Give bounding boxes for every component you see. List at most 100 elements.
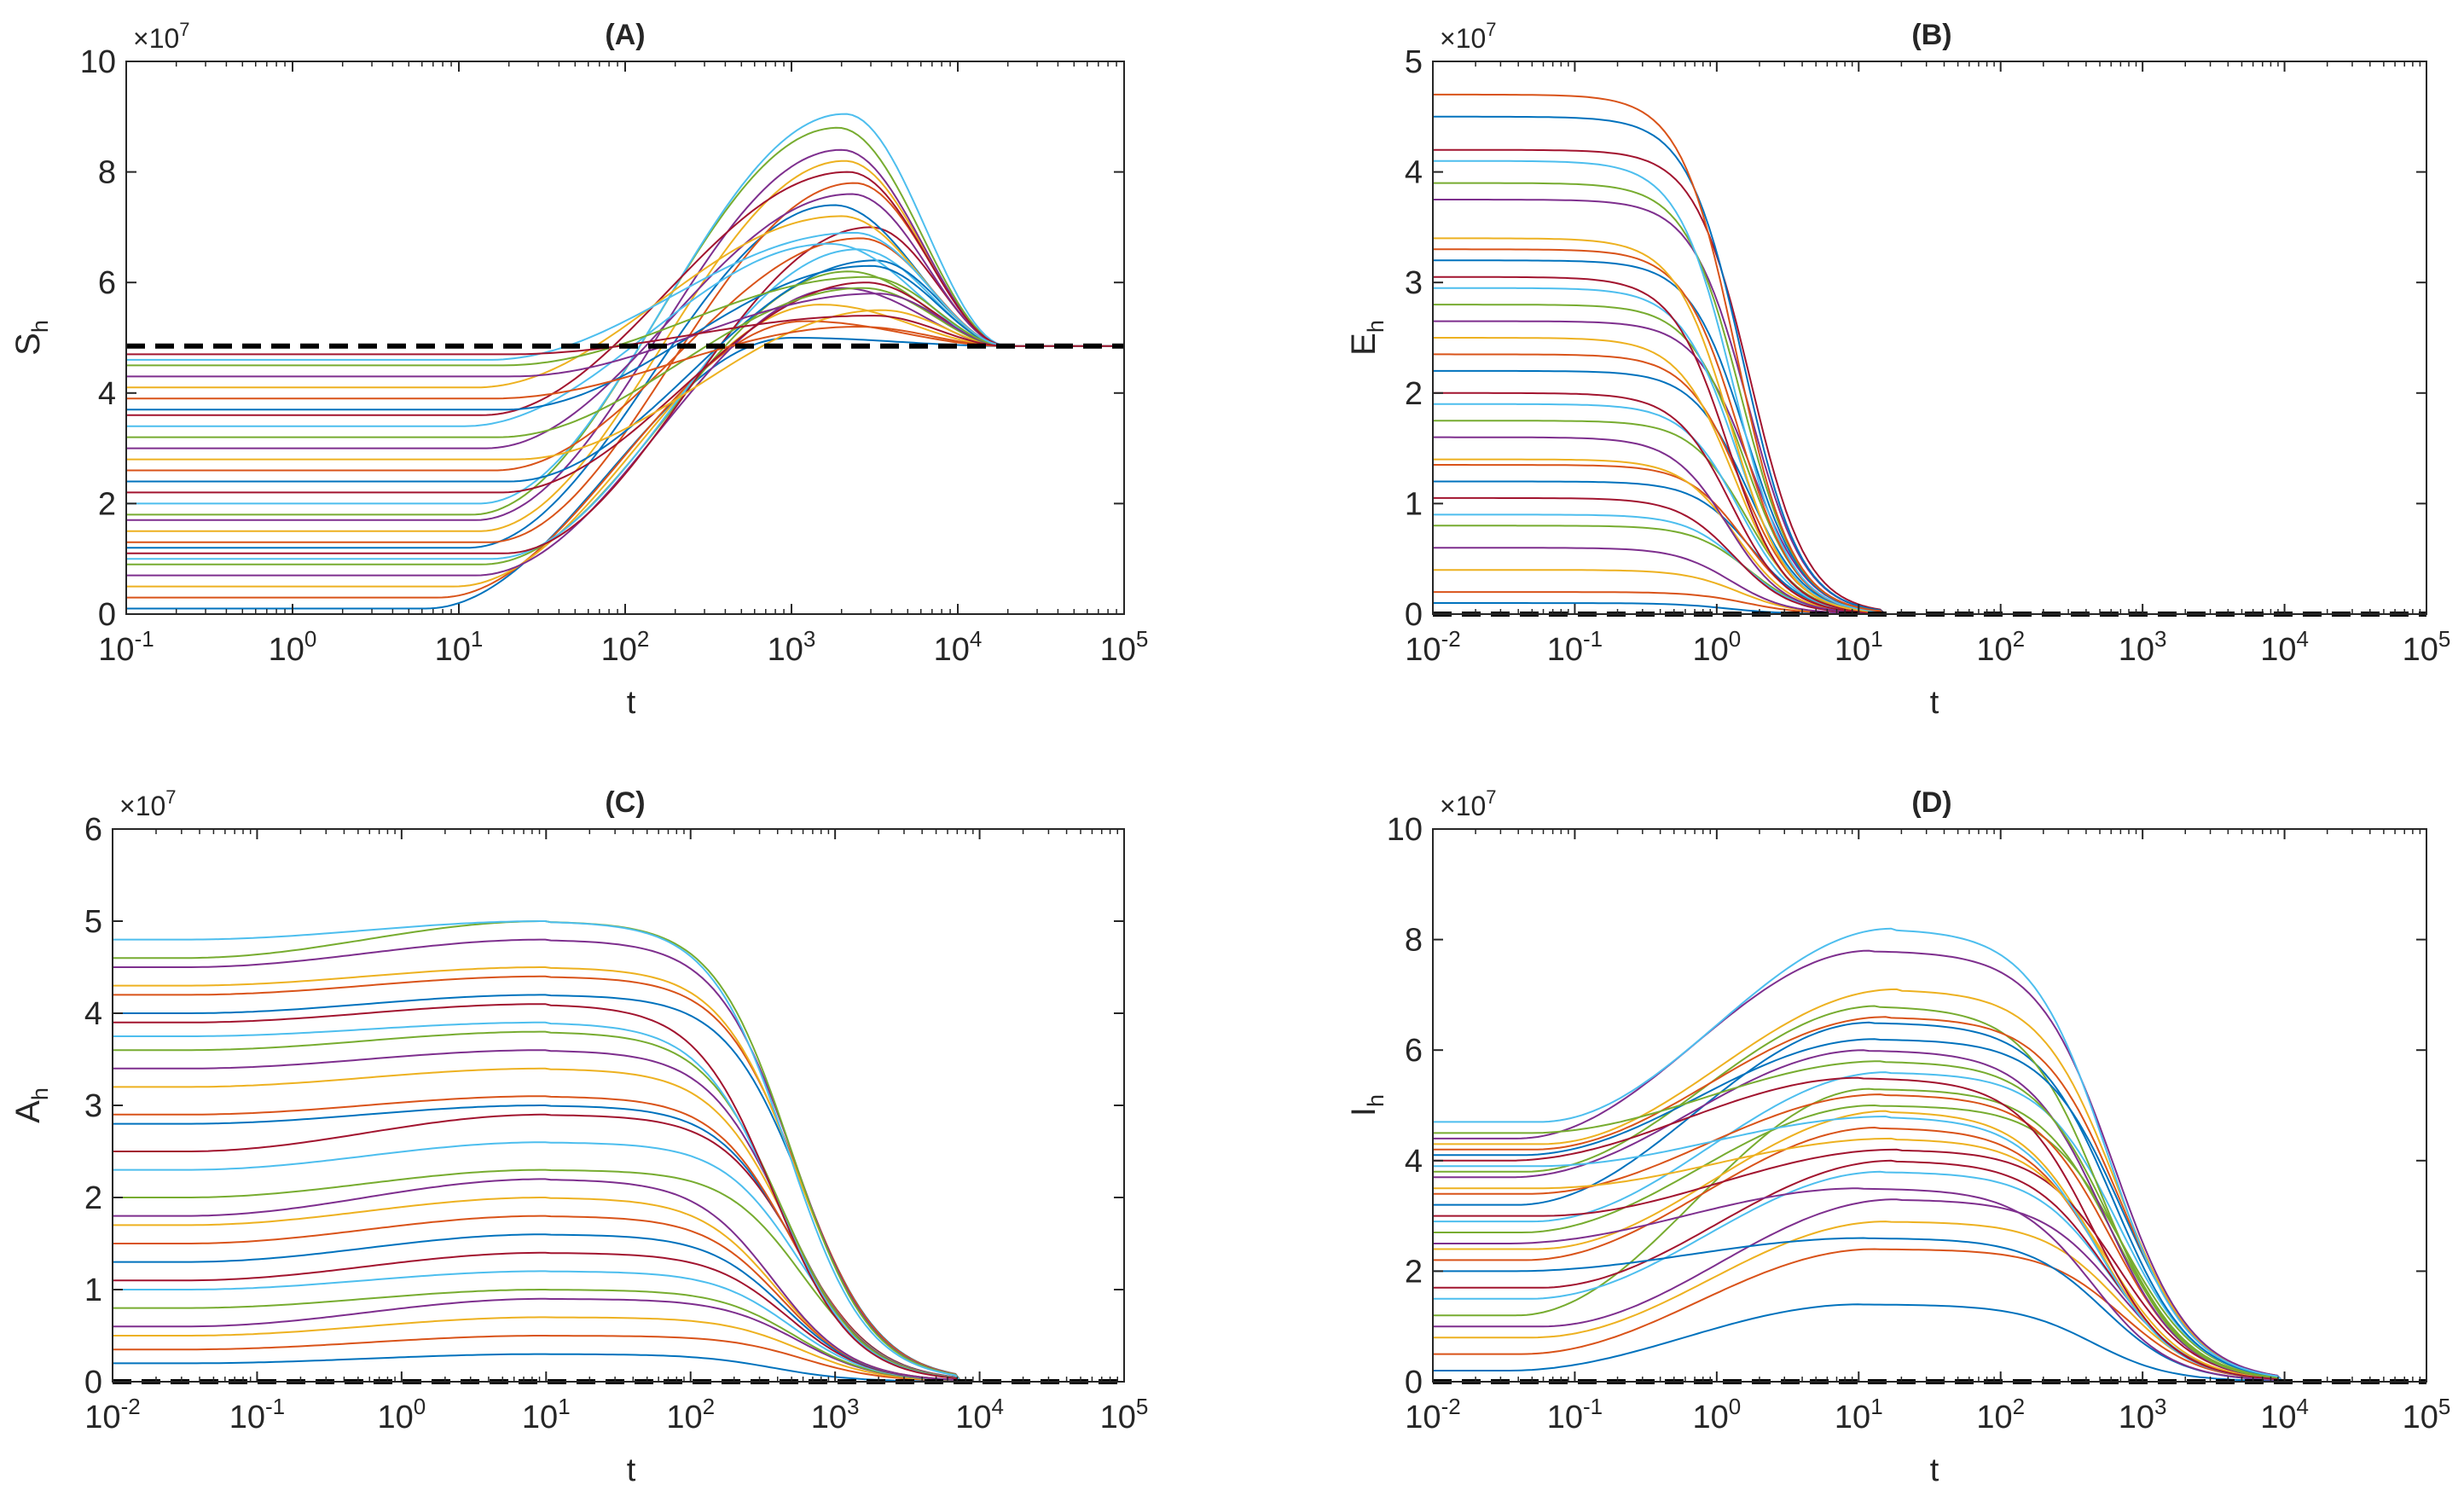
- y-exponent-power: 7: [1486, 19, 1496, 40]
- x-tick-label-exponent: -2: [1441, 1394, 1461, 1419]
- x-tick-label-base: 10: [934, 632, 970, 668]
- y-axis-label-sub: h: [27, 1087, 53, 1100]
- x-tick-label-base: 10: [2260, 1400, 2296, 1435]
- x-tick-label: 10-1: [229, 1394, 285, 1435]
- y-exponent-base: ×10: [133, 23, 179, 54]
- y-ticks: 0 2 4 6 8 10: [1387, 812, 2426, 1400]
- x-tick-label: 104: [934, 626, 983, 668]
- x-tick-label: 105: [1100, 1394, 1149, 1435]
- series-line: [126, 113, 1124, 505]
- y-exponent-base: ×10: [119, 791, 165, 821]
- series-line: [126, 287, 1124, 438]
- y-exponent-base: ×10: [1440, 791, 1486, 821]
- y-tick-label: 2: [98, 486, 116, 522]
- x-tick-label-exponent: 3: [803, 626, 815, 652]
- x-tick-label-base: 10: [1100, 1400, 1136, 1435]
- series-line: [1433, 927, 2426, 1383]
- x-tick-label-base: 10: [377, 1400, 413, 1435]
- x-tick-label-exponent: 3: [847, 1394, 859, 1419]
- x-tick-label-exponent: 2: [703, 1394, 715, 1419]
- x-tick-label-exponent: 0: [1729, 626, 1741, 652]
- x-tick-label-base: 10: [955, 1400, 991, 1435]
- series-line: [126, 325, 1124, 400]
- x-tick-label: 105: [2403, 1394, 2451, 1435]
- x-tick-label-exponent: 5: [2438, 626, 2450, 652]
- x-tick-label: 100: [1692, 626, 1741, 668]
- x-tick-label-exponent: -1: [265, 1394, 285, 1419]
- y-exponent: ×107: [133, 19, 190, 54]
- x-tick-label-base: 10: [1547, 632, 1583, 668]
- y-tick-label: 3: [1405, 265, 1423, 301]
- series-group: [126, 113, 1124, 610]
- y-exponent: ×107: [1440, 19, 1497, 54]
- x-tick-label: 101: [435, 626, 484, 668]
- x-tick-label-exponent: 1: [1870, 1394, 1882, 1419]
- x-tick-label-base: 10: [1547, 1400, 1583, 1435]
- x-tick-label-exponent: -2: [121, 1394, 141, 1419]
- x-tick-label-base: 10: [98, 632, 134, 668]
- series-line: [126, 171, 1124, 416]
- y-tick-label: 4: [84, 996, 102, 1032]
- x-ticks: 10-2 10-1 100 101 102 103 104 105: [1405, 829, 2450, 1435]
- x-tick-label-exponent: 4: [2296, 626, 2308, 652]
- series-line: [126, 320, 1124, 599]
- series-line: [113, 1003, 1124, 1383]
- axes-box: [126, 61, 1124, 614]
- x-tick-label-exponent: 2: [2013, 1394, 2025, 1419]
- x-tick-label-exponent: 0: [414, 1394, 426, 1419]
- x-tick-label-exponent: 3: [2154, 626, 2166, 652]
- y-tick-label: 5: [84, 904, 102, 940]
- x-tick-label: 104: [2260, 1394, 2309, 1435]
- axes-box: [1433, 61, 2426, 614]
- y-tick-label: 4: [1405, 155, 1423, 191]
- x-tick-label-base: 10: [229, 1400, 265, 1435]
- y-axis-label-main: E: [1345, 333, 1383, 356]
- x-tick-label-base: 10: [435, 632, 471, 668]
- chart-title: (B): [1911, 19, 1951, 51]
- y-tick-label: 10: [1387, 812, 1423, 848]
- x-tick-label-exponent: 3: [2154, 1394, 2166, 1419]
- axes-frame: [1432, 61, 2427, 615]
- y-axis-label: Sh: [9, 320, 53, 356]
- y-axis-label: Ah: [9, 1087, 53, 1123]
- y-axis-label-sub: h: [1363, 1094, 1389, 1107]
- x-tick-label: 105: [2403, 626, 2451, 668]
- y-tick-label: 0: [84, 1365, 102, 1400]
- y-exponent: ×107: [119, 786, 177, 821]
- series-line: [1433, 1076, 2426, 1383]
- x-tick-label: 10-2: [1405, 626, 1460, 668]
- x-tick-label: 10-1: [1547, 1394, 1603, 1435]
- y-ticks: 0 1 2 3 4 5 6: [84, 812, 1124, 1400]
- x-tick-label-base: 10: [666, 1400, 702, 1435]
- x-tick-label-base: 10: [2403, 1400, 2438, 1435]
- x-tick-label: 103: [2119, 1394, 2167, 1435]
- series-line: [126, 264, 1124, 411]
- y-axis-label: Eh: [1345, 320, 1389, 356]
- y-tick-label: 1: [84, 1273, 102, 1308]
- x-tick-label-base: 10: [2403, 632, 2438, 668]
- x-tick-label: 102: [601, 626, 650, 668]
- x-tick-label-base: 10: [1405, 1400, 1441, 1435]
- x-tick-label-exponent: 1: [471, 626, 483, 652]
- series-group: [1433, 927, 2426, 1383]
- series-line: [126, 193, 1124, 449]
- y-exponent-power: 7: [165, 786, 176, 808]
- x-ticks: 10-1 100 101 102 103 104 105: [98, 61, 1148, 668]
- x-ticks: 10-2 10-1 100 101 102 103 104 105: [1405, 61, 2450, 668]
- series-line: [126, 309, 1124, 461]
- y-axis-label-main: S: [9, 333, 47, 356]
- x-tick-label-base: 10: [1976, 1400, 2012, 1435]
- x-tick-label-base: 10: [269, 632, 304, 668]
- x-tick-label-exponent: 0: [1729, 1394, 1741, 1419]
- y-tick-label: 8: [98, 155, 116, 191]
- x-tick-label: 105: [1100, 626, 1149, 668]
- y-tick-label: 4: [98, 376, 116, 412]
- series-line: [113, 920, 1124, 1383]
- y-axis-label-main: A: [9, 1100, 47, 1123]
- x-tick-label-exponent: 5: [2438, 1394, 2450, 1419]
- y-axis-label-sub: h: [1363, 320, 1389, 333]
